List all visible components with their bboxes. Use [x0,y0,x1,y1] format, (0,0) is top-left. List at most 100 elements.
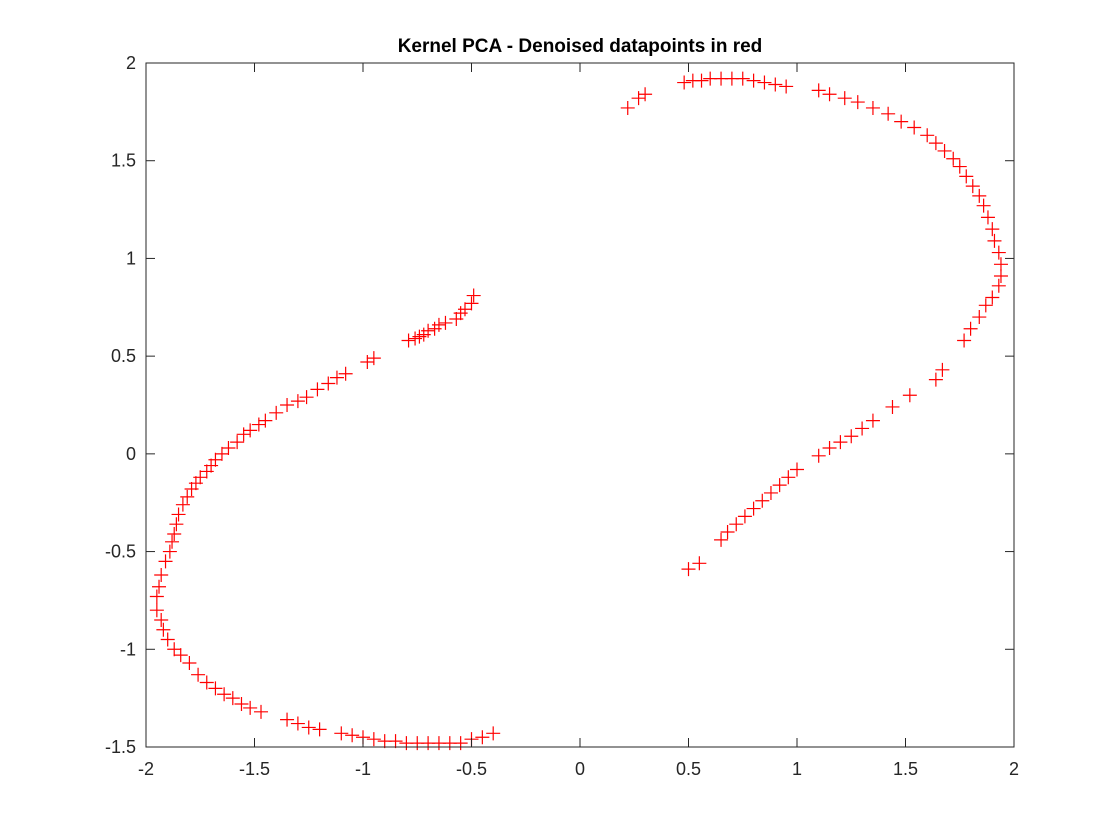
data-point [881,106,896,121]
data-point [453,736,468,751]
data-point [781,470,796,485]
data-point [160,632,175,647]
data-point [208,681,223,696]
data-point [811,448,826,463]
data-point [746,73,761,88]
data-point [158,554,173,569]
data-point [221,440,236,455]
x-tick-label: 2 [1009,759,1019,779]
x-tick-label: -0.5 [456,759,487,779]
data-point [438,315,453,330]
data-point [299,390,314,405]
data-point [987,233,1002,248]
data-point [167,526,182,541]
data-point [928,372,943,387]
data-point [692,556,707,571]
x-tick-label: -2 [138,759,154,779]
data-point [865,100,880,115]
data-point [772,478,787,493]
x-tick-label: -1.5 [239,759,270,779]
data-point [254,704,269,719]
data-point [980,210,995,225]
data-point [920,128,935,143]
data-point [175,497,190,512]
data-point [720,525,735,540]
data-point [972,188,987,203]
x-tick-label: 0.5 [676,759,701,779]
data-point [937,143,952,158]
data-point [321,376,336,391]
data-point [902,388,917,403]
data-point [401,333,416,348]
y-tick-label: -1.5 [105,737,136,757]
data-point [735,71,750,86]
data-point [334,726,349,741]
data-point [466,288,481,303]
data-point [199,464,214,479]
data-point [154,568,169,583]
data-point [729,517,744,532]
x-tick-label: 1 [792,759,802,779]
x-tick-label: 1.5 [893,759,918,779]
data-point [290,716,305,731]
data-point [620,100,635,115]
data-point [280,398,295,412]
data-point [199,675,214,690]
data-point [269,405,284,420]
data-point [991,245,1006,260]
data-point [935,362,950,377]
data-point [243,700,258,715]
data-point [388,734,403,749]
data-point [360,355,375,370]
data-point [631,91,646,106]
data-point [985,222,1000,237]
chart-title: Kernel PCA - Denoised datapoints in red [398,36,763,57]
data-point [928,136,943,151]
data-point [991,278,1006,293]
data-point [156,622,171,637]
data-point [258,413,273,428]
y-tick-label: 1.5 [111,151,136,171]
data-point [180,489,195,504]
data-point [366,732,381,747]
data-point [755,493,770,508]
data-point [338,366,353,381]
data-point [965,179,980,194]
data-point [985,290,1000,305]
y-tick-label: 0 [126,444,136,464]
data-point [475,730,490,745]
data-point [169,517,184,532]
data-point [329,370,344,385]
data-point [149,589,164,604]
data-point [310,382,325,397]
data-point [191,667,206,682]
data-point [677,75,692,90]
data-point [312,722,327,737]
x-tick-label: 0 [575,759,585,779]
axes: -2 -1.5 -1 -0.5 0 0.5 1 1.5 2-1.5-1-0.500.511.52 [105,53,1019,779]
data-point [844,429,859,444]
data-point [184,482,199,497]
data-point [822,87,837,102]
data-point [763,485,778,500]
y-tick-label: -0.5 [105,542,136,562]
data-point [486,726,501,741]
data-point [885,399,900,414]
data-point [790,462,804,477]
data-point [865,413,880,428]
data-point [833,435,848,450]
data-point [230,435,245,450]
data-point [757,75,772,90]
data-point [290,394,305,409]
data-point [957,333,972,348]
data-point [251,417,266,432]
data-point [850,95,865,110]
data-point [694,73,709,88]
data-point [978,298,993,313]
data-point [959,169,974,184]
data-point [225,691,240,706]
data-point [976,198,991,213]
data-point [737,509,752,524]
